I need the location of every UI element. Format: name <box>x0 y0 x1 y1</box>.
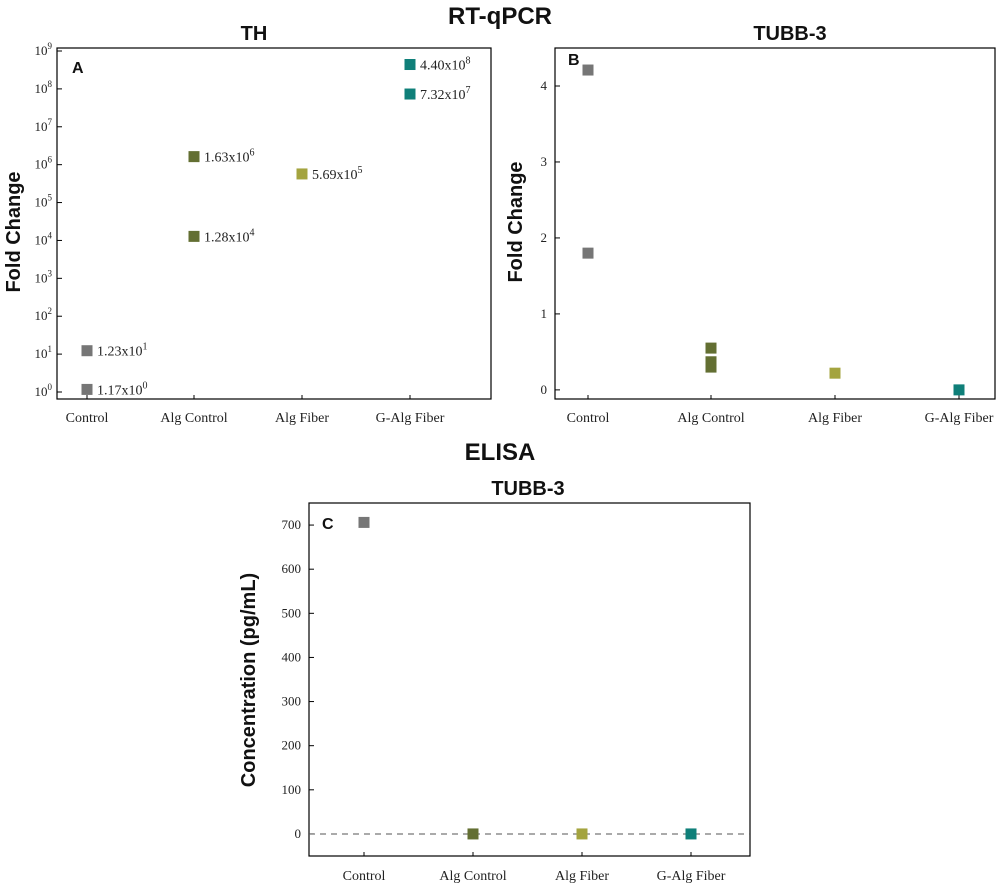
panel-c-marks <box>358 516 697 840</box>
panel-a-y-tick-label-8: 108 <box>35 79 53 96</box>
panel-c-y-tick-label-600: 600 <box>282 561 302 576</box>
panel-a-data-label-4: 5.69x105 <box>312 165 363 183</box>
panel-a-y-axis-title: Fold Change <box>3 171 25 292</box>
panel-c-axis-ticks: 0 100 200 300 400 500 600 700 Control Alg Control… <box>282 517 726 884</box>
panel-b-point-g-alg-fiber-6 <box>953 384 965 396</box>
panel-a-plot-area: A <box>56 47 492 400</box>
panel-b-x-tick-label-control: Control <box>567 411 610 426</box>
panel-a-point-control-1 <box>81 345 93 357</box>
panel-a-point-g-alg-fiber-6 <box>404 59 416 71</box>
panel-a: TH A Fold Change 100 101 102 103 104 105 106 10… <box>3 23 492 426</box>
panel-c-point-alg-fiber-2 <box>576 828 588 840</box>
panel-a-y-tick-label-2: 102 <box>35 306 53 323</box>
panel-a-y-tick-label-4: 104 <box>35 230 53 247</box>
panel-c-x-tick-label-control: Control <box>343 869 386 884</box>
panel-c-x-tick-label-alg-control: Alg Control <box>439 869 506 884</box>
panel-b-y-tick-label-4: 4 <box>541 78 548 93</box>
panel-a-y-tick-label-0: 100 <box>35 382 53 399</box>
panel-b-plot-area: B <box>554 47 996 400</box>
panel-a-point-alg-control-2 <box>188 230 200 242</box>
panel-a-x-tick-label-alg-control: Alg Control <box>160 411 227 426</box>
panel-a-data-label-3: 1.63x106 <box>204 148 255 166</box>
panel-a-y-tick-label-6: 106 <box>35 155 53 172</box>
panel-c-y-tick-label-500: 500 <box>282 605 302 620</box>
panel-c-title: TUBB-3 <box>491 478 564 500</box>
panel-b-point-control-0 <box>582 64 594 76</box>
panel-b-point-alg-control-2 <box>705 342 717 354</box>
panel-b-x-tick-label-g-alg-fiber: G-Alg Fiber <box>925 411 994 426</box>
panel-b: TUBB-3 B Fold Change 0 1 2 3 4 Control Alg Con… <box>505 23 996 426</box>
panel-a-frame <box>56 47 492 400</box>
panel-b-y-axis-title: Fold Change <box>505 161 527 282</box>
panel-c-y-axis-title: Concentration (pg/mL) <box>238 573 260 787</box>
panel-c-point-control-0 <box>358 516 370 528</box>
panel-b-axis-ticks: 0 1 2 3 4 Control Alg Control Alg Fiber G-Alg Fi… <box>541 78 994 426</box>
panel-c-frame <box>308 502 751 857</box>
panel-b-point-control-1 <box>582 247 594 259</box>
elisa-heading: ELISA <box>465 439 536 466</box>
panel-c-x-tick-label-g-alg-fiber: G-Alg Fiber <box>657 869 726 884</box>
panel-b-point-alg-fiber-5 <box>829 367 841 379</box>
rt-qpcr-heading: RT-qPCR <box>448 3 552 30</box>
panel-c: TUBB-3 C Concentration (pg/mL) 0 100 200 30… <box>238 478 751 884</box>
panel-a-point-alg-fiber-4 <box>296 168 308 180</box>
panel-a-data-label-2: 1.28x104 <box>204 227 255 245</box>
panel-b-point-alg-control-4 <box>705 361 717 373</box>
panel-a-point-g-alg-fiber-5 <box>404 88 416 100</box>
panel-a-data-label-1: 1.23x101 <box>97 342 148 360</box>
panel-c-x-tick-label-alg-fiber: Alg Fiber <box>555 869 609 884</box>
panel-c-y-tick-label-700: 700 <box>282 517 302 532</box>
panel-a-data-label-5: 7.32x107 <box>420 85 471 103</box>
panel-c-point-g-alg-fiber-3 <box>685 828 697 840</box>
panel-c-y-tick-label-200: 200 <box>282 738 302 753</box>
panel-a-y-tick-label-7: 107 <box>35 117 53 134</box>
panel-a-point-alg-control-3 <box>188 151 200 163</box>
panel-a-marks: 1.17x100 1.23x101 1.28x104 1.63x106 5.69x105… <box>81 56 471 398</box>
panel-b-y-tick-label-3: 3 <box>541 154 548 169</box>
panel-a-y-tick-label-1: 101 <box>35 344 53 361</box>
panel-a-point-control-0 <box>81 383 93 395</box>
panel-c-point-alg-control-1 <box>467 828 479 840</box>
panel-a-x-tick-label-control: Control <box>66 411 109 426</box>
panel-c-y-tick-label-300: 300 <box>282 694 302 709</box>
panel-a-data-label-6: 4.40x108 <box>420 56 471 74</box>
panel-b-x-tick-label-alg-fiber: Alg Fiber <box>808 411 862 426</box>
panel-a-data-label-0: 1.17x100 <box>97 380 148 398</box>
panel-b-marks <box>582 64 965 396</box>
panel-b-frame <box>554 47 996 400</box>
panel-a-x-tick-label-alg-fiber: Alg Fiber <box>275 411 329 426</box>
panel-a-x-tick-label-g-alg-fiber: G-Alg Fiber <box>376 411 445 426</box>
panel-b-letter: B <box>568 52 580 69</box>
panel-b-y-tick-label-0: 0 <box>541 382 548 397</box>
panel-c-y-tick-label-400: 400 <box>282 649 302 664</box>
panel-b-y-tick-label-1: 1 <box>541 306 548 321</box>
panel-c-plot-area: C <box>308 502 751 857</box>
panel-b-title: TUBB-3 <box>753 23 826 45</box>
panel-a-y-tick-label-5: 105 <box>35 193 53 210</box>
panel-c-letter: C <box>322 516 334 533</box>
panel-a-y-tick-label-9: 109 <box>35 41 53 58</box>
panel-c-y-tick-label-0: 0 <box>295 826 302 841</box>
panel-a-letter: A <box>72 60 84 77</box>
panel-c-y-tick-label-100: 100 <box>282 782 302 797</box>
panel-b-x-tick-label-alg-control: Alg Control <box>677 411 744 426</box>
panel-a-title: TH <box>241 23 268 45</box>
panel-b-y-tick-label-2: 2 <box>541 230 548 245</box>
panel-a-y-tick-label-3: 103 <box>35 268 53 285</box>
